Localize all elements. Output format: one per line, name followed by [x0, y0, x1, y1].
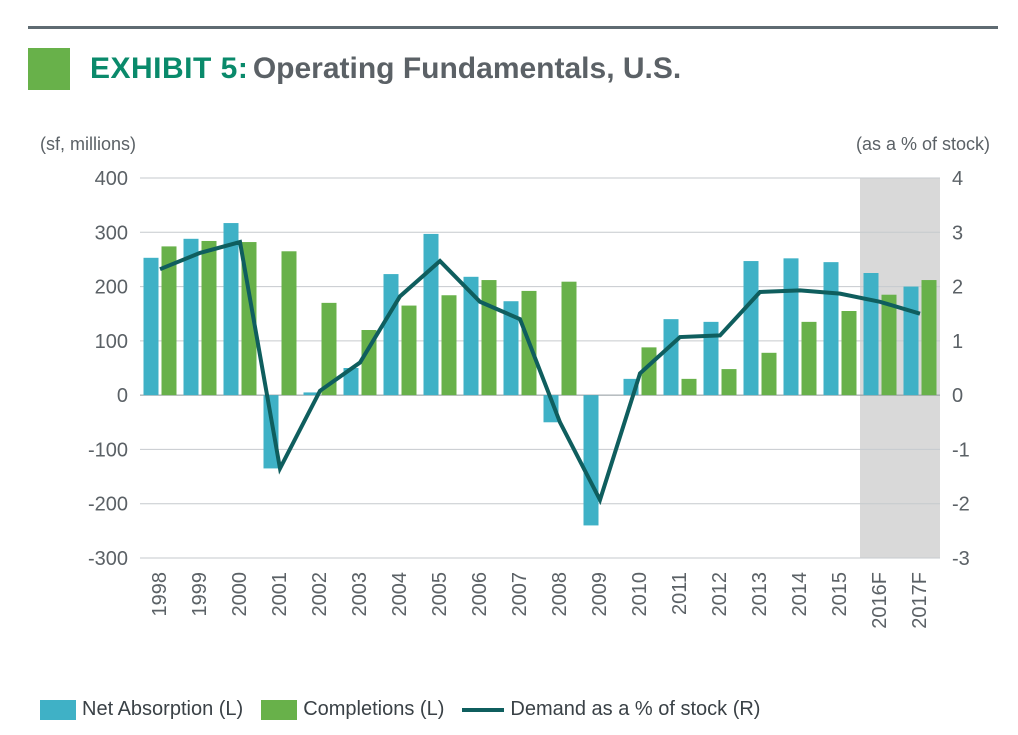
- y-right-tick: 4: [952, 168, 963, 190]
- y-left-tick: 0: [117, 385, 128, 407]
- y-right-tick: 3: [952, 222, 963, 244]
- left-axis-label: (sf, millions): [40, 134, 136, 155]
- x-tick: 2014: [789, 572, 811, 617]
- x-tick: 2009: [589, 572, 611, 617]
- bar-net-absorption: [184, 239, 199, 395]
- exhibit-title-row: EXHIBIT 5: Operating Fundamentals, U.S.: [28, 48, 681, 90]
- chart-svg: -300-3-200-2-100-10010012002300340041998…: [40, 160, 980, 660]
- y-left-tick: -100: [88, 439, 128, 461]
- bar-net-absorption: [904, 287, 919, 396]
- y-left-tick: 400: [95, 168, 128, 190]
- bar-net-absorption: [704, 322, 719, 395]
- x-tick: 1999: [189, 572, 211, 617]
- x-tick: 2010: [629, 572, 651, 617]
- bar-completions: [482, 280, 497, 395]
- bar-net-absorption: [384, 274, 399, 395]
- y-right-tick: -2: [952, 494, 970, 516]
- x-tick: 1998: [149, 572, 171, 617]
- y-right-tick: 0: [952, 385, 963, 407]
- legend-item: Net Absorption (L): [40, 698, 243, 721]
- x-tick: 2012: [709, 572, 731, 617]
- legend-line-icon: [462, 708, 504, 712]
- x-tick: 2017F: [909, 572, 931, 629]
- y-left-tick: 300: [95, 222, 128, 244]
- bar-net-absorption: [144, 258, 159, 395]
- y-left-tick: -200: [88, 494, 128, 516]
- legend-item: Completions (L): [261, 698, 444, 721]
- title-square-icon: [28, 48, 70, 90]
- x-tick: 2000: [229, 572, 251, 617]
- bar-net-absorption: [584, 395, 599, 525]
- x-tick: 2008: [549, 572, 571, 617]
- x-tick: 2011: [669, 572, 691, 615]
- y-left-tick: 200: [95, 277, 128, 299]
- y-left-tick: -300: [88, 548, 128, 570]
- bar-completions: [562, 282, 577, 395]
- right-axis-label: (as a % of stock): [856, 134, 990, 155]
- x-tick: 2002: [309, 572, 331, 617]
- top-rule: [28, 26, 998, 29]
- bar-net-absorption: [864, 273, 879, 395]
- bar-completions: [842, 311, 857, 395]
- legend: Net Absorption (L) Completions (L) Demand …: [40, 698, 760, 721]
- bar-completions: [282, 251, 297, 395]
- y-left-tick: 100: [95, 331, 128, 353]
- exhibit-number: EXHIBIT 5:: [90, 52, 248, 85]
- legend-swatch-icon: [40, 700, 76, 720]
- bar-completions: [922, 280, 937, 395]
- bar-net-absorption: [784, 258, 799, 395]
- legend-label: Demand as a % of stock (R): [510, 698, 760, 721]
- exhibit-subtitle: Operating Fundamentals, U.S.: [253, 52, 681, 85]
- y-right-tick: 1: [952, 331, 963, 353]
- x-tick: 2015: [829, 572, 851, 617]
- bar-completions: [202, 241, 217, 395]
- x-tick: 2004: [389, 572, 411, 617]
- bar-net-absorption: [224, 223, 239, 395]
- bar-completions: [882, 295, 897, 395]
- x-tick: 2007: [509, 572, 531, 617]
- bar-completions: [402, 306, 417, 396]
- x-tick: 2005: [429, 572, 451, 617]
- x-tick: 2001: [269, 572, 291, 617]
- bar-completions: [762, 353, 777, 395]
- x-tick: 2016F: [869, 572, 891, 629]
- legend-label: Net Absorption (L): [82, 698, 243, 721]
- bar-completions: [442, 295, 457, 395]
- chart: -300-3-200-2-100-10010012002300340041998…: [40, 160, 980, 660]
- legend-swatch-icon: [261, 700, 297, 720]
- exhibit-title: EXHIBIT 5: Operating Fundamentals, U.S.: [90, 52, 681, 86]
- bar-net-absorption: [664, 319, 679, 395]
- x-tick: 2013: [749, 572, 771, 617]
- bar-completions: [802, 322, 817, 395]
- x-tick: 2003: [349, 572, 371, 617]
- bar-net-absorption: [744, 261, 759, 395]
- bar-completions: [722, 369, 737, 395]
- y-right-tick: 2: [952, 277, 963, 299]
- bar-net-absorption: [824, 262, 839, 395]
- y-right-tick: -3: [952, 548, 970, 570]
- bar-net-absorption: [424, 234, 439, 395]
- x-tick: 2006: [469, 572, 491, 617]
- y-right-tick: -1: [952, 439, 970, 461]
- legend-label: Completions (L): [303, 698, 444, 721]
- legend-item: Demand as a % of stock (R): [462, 698, 760, 721]
- bar-completions: [682, 379, 697, 395]
